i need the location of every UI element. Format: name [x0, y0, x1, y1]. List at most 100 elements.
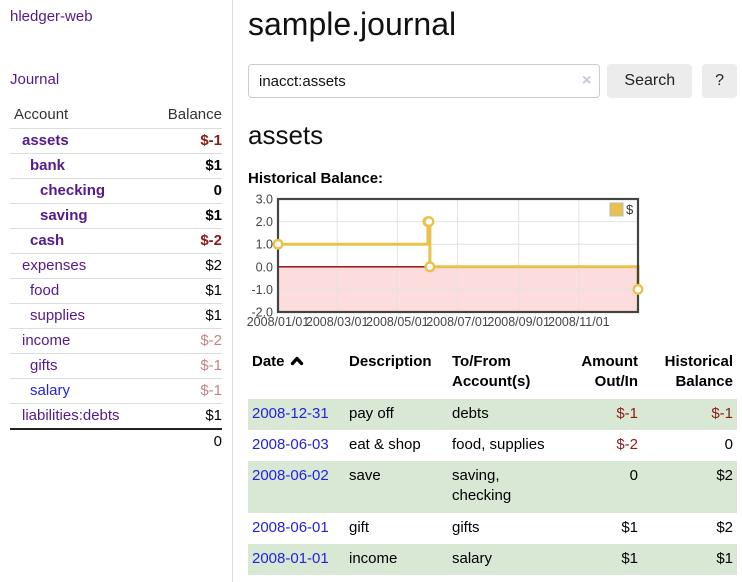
account-link[interactable]: income	[22, 332, 71, 349]
account-row: checking 0	[10, 178, 222, 204]
main-content: sample.journal × Search ? assets Histori…	[234, 0, 742, 582]
account-balance: $2	[148, 253, 222, 279]
balance-chart: $3.0 2.0 1.0 0.0 -1.0 -2.0 2008/01/01 2008/03/0…	[247, 193, 737, 331]
accounts-total-value: 0	[148, 428, 222, 454]
register-row: 2008-12-31 pay off debts $-1 $-1	[248, 398, 737, 430]
accounts-table: Account Balance assets $-1 bank $1 check…	[10, 104, 222, 454]
account-row: saving $1	[10, 203, 222, 229]
account-balance: 0	[148, 178, 222, 204]
transaction-amount: $1	[621, 549, 638, 567]
account-heading: assets	[248, 120, 324, 150]
account-row: supplies $1	[10, 303, 222, 329]
svg-text:2008/07/01: 2008/07/01	[426, 315, 489, 329]
nav-journal-link[interactable]: Journal	[10, 71, 60, 88]
transaction-amount: $-1	[616, 404, 638, 422]
account-link[interactable]: bank	[30, 157, 66, 174]
svg-text:2008/11/01: 2008/11/01	[548, 315, 610, 329]
help-button[interactable]: ?	[702, 64, 737, 98]
account-row: expenses $2	[10, 253, 222, 279]
svg-text:0.0: 0.0	[256, 260, 273, 274]
account-balance: $-2	[148, 228, 222, 254]
transaction-amount: $-2	[616, 435, 638, 453]
accounts-header-account: Account	[10, 104, 149, 129]
account-balance: $-1	[148, 128, 222, 154]
accounts-header-balance: Balance	[148, 104, 222, 129]
account-row: bank $1	[10, 153, 222, 179]
account-row: salary $-1	[10, 378, 222, 404]
svg-text:2.0: 2.0	[256, 215, 273, 229]
transaction-accounts: debts	[452, 404, 489, 422]
search-input[interactable]	[248, 64, 601, 98]
transaction-balance: $1	[716, 549, 733, 567]
account-balance: $1	[148, 403, 222, 430]
account-balance: $1	[148, 303, 222, 329]
svg-text:2008/05/01: 2008/05/01	[366, 315, 429, 329]
svg-text:1.0: 1.0	[256, 238, 273, 252]
transaction-description: pay off	[349, 404, 394, 422]
register-header-accounts: To/From Account(s)	[452, 353, 531, 391]
register-row: 2008-01-01 income salary $1 $1	[248, 543, 737, 575]
account-link[interactable]: food	[30, 282, 60, 299]
transaction-date-link[interactable]: 2008-06-03	[252, 435, 329, 453]
clear-search-icon[interactable]: ×	[582, 72, 592, 89]
transaction-accounts: salary	[452, 549, 493, 567]
account-balance: $-1	[148, 378, 222, 404]
transaction-date-link[interactable]: 2008-12-31	[252, 404, 329, 422]
register-header-balance: Historical Balance	[664, 353, 733, 391]
svg-text:2008/03/01: 2008/03/01	[306, 315, 369, 329]
search-bar: × Search ?	[248, 64, 737, 98]
transaction-description: save	[349, 467, 381, 484]
transaction-accounts: food, supplies	[452, 435, 545, 453]
register-row: 2008-06-02 save saving, checking 0 $2	[248, 461, 737, 513]
transaction-description: eat & shop	[349, 435, 421, 453]
transaction-description: income	[349, 549, 398, 567]
transaction-balance: 0	[724, 435, 733, 453]
transaction-date-link[interactable]: 2008-06-02	[252, 467, 329, 484]
transaction-balance: $-1	[711, 404, 733, 422]
transaction-date-link[interactable]: 2008-06-01	[252, 518, 329, 536]
transaction-accounts: saving, checking	[452, 467, 512, 505]
svg-text:2008/01/01: 2008/01/01	[247, 315, 310, 329]
account-row: liabilities:debts $1	[10, 403, 222, 430]
account-link[interactable]: liabilities:debts	[22, 407, 120, 424]
account-link[interactable]: saving	[40, 207, 88, 224]
account-row: gifts $-1	[10, 353, 222, 379]
account-balance: $1	[148, 278, 222, 304]
transaction-date-link[interactable]: 2008-01-01	[252, 549, 329, 567]
account-link[interactable]: assets	[22, 132, 69, 149]
accounts-total-row: 0	[10, 428, 222, 454]
transaction-amount: 0	[629, 467, 638, 484]
account-row: income $-2	[10, 328, 222, 354]
svg-text:$: $	[626, 202, 634, 217]
svg-text:-2.0: -2.0	[251, 306, 273, 320]
account-link[interactable]: salary	[30, 382, 71, 399]
sidebar: hledger-web Journal Account Balance asse…	[0, 0, 233, 582]
account-link[interactable]: cash	[30, 232, 65, 249]
account-row: food $1	[10, 278, 222, 304]
account-link[interactable]: supplies	[30, 307, 86, 324]
transaction-description: gift	[349, 518, 370, 536]
account-row: cash $-2	[10, 228, 222, 254]
sort-ascending-icon	[290, 356, 303, 366]
svg-text:2008/09/01: 2008/09/01	[487, 315, 550, 329]
transaction-accounts: gifts	[452, 518, 480, 536]
transaction-balance: $2	[716, 518, 733, 536]
register-header-description: Description	[349, 353, 432, 370]
transaction-balance: $2	[716, 467, 733, 484]
account-link[interactable]: checking	[40, 182, 106, 199]
account-balance: $-2	[148, 328, 222, 354]
register-row: 2008-06-03 eat & shop food, supplies $-2…	[248, 430, 737, 461]
account-balance: $1	[148, 203, 222, 229]
account-row: assets $-1	[10, 128, 222, 154]
svg-text:-1.0: -1.0	[251, 283, 273, 297]
register-row: 2008-06-01 gift gifts $1 $2	[248, 513, 737, 544]
account-link[interactable]: expenses	[22, 257, 87, 274]
transaction-amount: $1	[621, 518, 638, 536]
page-title: sample.journal	[248, 6, 457, 42]
register-header-date[interactable]: Date	[248, 352, 345, 399]
app-brand-link[interactable]: hledger-web	[10, 8, 93, 25]
search-button[interactable]: Search	[607, 64, 693, 98]
account-link[interactable]: gifts	[30, 357, 58, 374]
register-header-amount: Amount Out/In	[581, 353, 638, 391]
register-table: Date Description To/From Account(s) Amou…	[248, 352, 737, 575]
